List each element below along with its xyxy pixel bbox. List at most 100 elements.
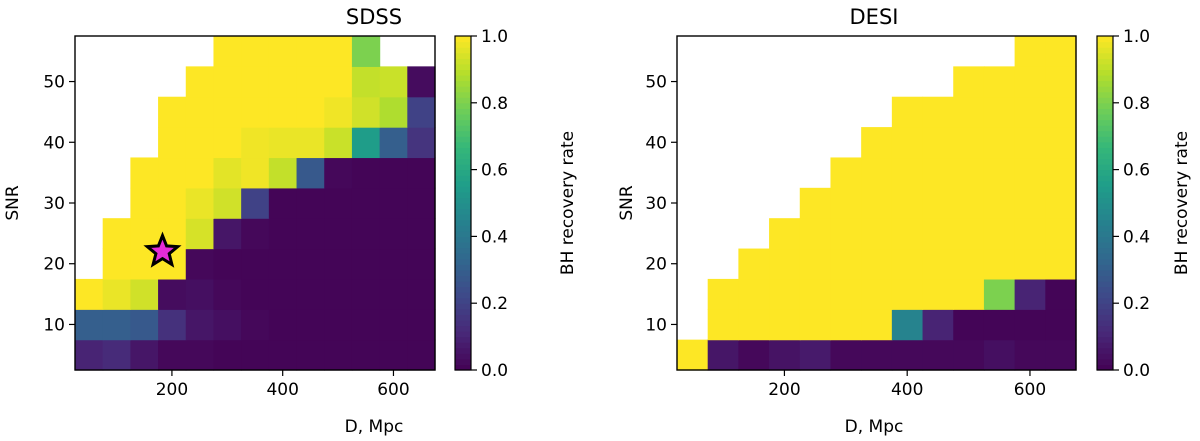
heatmap-cell bbox=[185, 187, 215, 219]
colorbar-segment bbox=[1097, 119, 1113, 126]
colorbar-tick-label: 0.2 bbox=[1123, 294, 1150, 314]
heatmap-cell bbox=[861, 248, 893, 280]
colorbar-segment bbox=[455, 186, 471, 193]
heatmap-cell bbox=[296, 218, 325, 250]
colorbar-segment bbox=[455, 264, 471, 271]
heatmap-cell bbox=[799, 187, 832, 219]
colorbar-segment bbox=[455, 130, 471, 137]
colorbar-segment bbox=[1097, 52, 1113, 59]
heatmap-cell bbox=[268, 157, 298, 189]
colorbar-segment bbox=[1097, 136, 1113, 143]
colorbar-segment bbox=[1097, 214, 1113, 221]
heatmap-cell bbox=[351, 187, 381, 219]
heatmap-cell bbox=[379, 339, 408, 371]
colorbar-segment bbox=[1097, 186, 1113, 193]
colorbar-segment bbox=[1097, 319, 1113, 327]
colorbar-segment bbox=[455, 191, 471, 199]
heatmap-cell bbox=[861, 218, 893, 250]
colorbar-segment bbox=[455, 292, 471, 299]
heatmap-cell bbox=[922, 248, 954, 280]
heatmap-cell bbox=[799, 218, 832, 250]
heatmap-cell bbox=[830, 218, 862, 250]
heatmap-cell bbox=[185, 66, 215, 98]
colorbar-segment bbox=[1097, 280, 1113, 288]
heatmap-cell bbox=[324, 187, 353, 219]
heatmap-cell bbox=[379, 96, 408, 128]
heatmap-cell bbox=[130, 157, 159, 189]
heatmap-cell bbox=[130, 309, 159, 341]
heatmap-cell bbox=[407, 157, 436, 189]
heatmap-cell bbox=[158, 309, 187, 341]
heatmap-cell bbox=[185, 96, 215, 128]
heatmap-cell bbox=[1014, 339, 1046, 371]
colorbar-segment bbox=[455, 203, 471, 210]
colorbar-segment bbox=[455, 241, 471, 249]
colorbar-segment bbox=[1097, 164, 1113, 171]
heatmap-cell bbox=[241, 127, 270, 159]
heatmap-cell bbox=[324, 309, 353, 341]
colorbar-segment bbox=[455, 97, 471, 104]
colorbar-segment bbox=[455, 69, 471, 76]
heatmap-cell bbox=[983, 96, 1016, 128]
heatmap-cell bbox=[379, 309, 408, 341]
desi-x-ticks: 200 400 600 bbox=[768, 370, 1046, 400]
heatmap-cell bbox=[861, 339, 893, 371]
colorbar-segment bbox=[455, 336, 471, 343]
heatmap-cell bbox=[407, 66, 436, 98]
heatmap-cell bbox=[922, 127, 954, 159]
colorbar-segment bbox=[1097, 152, 1113, 160]
heatmap-cell bbox=[861, 157, 893, 189]
heatmap-cell bbox=[351, 248, 381, 280]
heatmap-cell bbox=[213, 339, 242, 371]
heatmap-cell bbox=[891, 157, 924, 189]
heatmap-cell bbox=[268, 218, 298, 250]
heatmap-cell bbox=[268, 66, 298, 98]
heatmap-cell bbox=[769, 218, 801, 250]
heatmap-cell bbox=[268, 127, 298, 159]
colorbar-segment bbox=[1097, 364, 1113, 371]
heatmap-cell bbox=[379, 248, 408, 280]
colorbar-segment bbox=[1097, 147, 1113, 154]
colorbar-segment bbox=[1097, 41, 1113, 48]
heatmap-cell bbox=[1014, 248, 1046, 280]
heatmap-cell bbox=[738, 278, 770, 310]
heatmap-cell bbox=[922, 339, 954, 371]
colorbar-segment bbox=[1097, 236, 1113, 243]
colorbar-segment bbox=[1097, 303, 1113, 310]
colorbar-segment bbox=[455, 36, 471, 43]
heatmap-cell bbox=[324, 248, 353, 280]
sdss-colorbar-label: BH recovery rate bbox=[558, 131, 578, 275]
heatmap-cell bbox=[891, 278, 924, 310]
heatmap-cell bbox=[379, 157, 408, 189]
heatmap-cell bbox=[707, 339, 739, 371]
y-tick-label: 10 bbox=[645, 315, 667, 335]
heatmap-cell bbox=[983, 309, 1016, 341]
colorbar-segment bbox=[455, 158, 471, 165]
heatmap-cell bbox=[953, 127, 985, 159]
colorbar-segment bbox=[455, 225, 471, 232]
heatmap-cell bbox=[1045, 127, 1077, 159]
heatmap-cell bbox=[922, 218, 954, 250]
heatmap-cell bbox=[268, 96, 298, 128]
heatmap-cell bbox=[268, 339, 298, 371]
heatmap-cell bbox=[891, 309, 924, 341]
heatmap-cell bbox=[268, 248, 298, 280]
heatmap-cell bbox=[324, 278, 353, 310]
heatmap-cell bbox=[769, 278, 801, 310]
heatmap-cell bbox=[130, 187, 159, 219]
heatmap-cell bbox=[1014, 309, 1046, 341]
heatmap-cell bbox=[983, 157, 1016, 189]
colorbar-segment bbox=[455, 253, 471, 260]
colorbar-segment bbox=[455, 152, 471, 160]
colorbar-segment bbox=[1097, 258, 1113, 265]
x-tick-label: 600 bbox=[377, 380, 409, 400]
heatmap-cell bbox=[1014, 127, 1046, 159]
colorbar-segment bbox=[1097, 230, 1113, 237]
heatmap-cell bbox=[922, 309, 954, 341]
heatmap-cell bbox=[379, 127, 408, 159]
sdss-y-ticks: 10 20 30 40 50 bbox=[43, 73, 75, 335]
heatmap-cell bbox=[1045, 66, 1077, 98]
heatmap-cell bbox=[1045, 278, 1077, 310]
heatmap-cell bbox=[953, 96, 985, 128]
heatmap-cell bbox=[379, 187, 408, 219]
